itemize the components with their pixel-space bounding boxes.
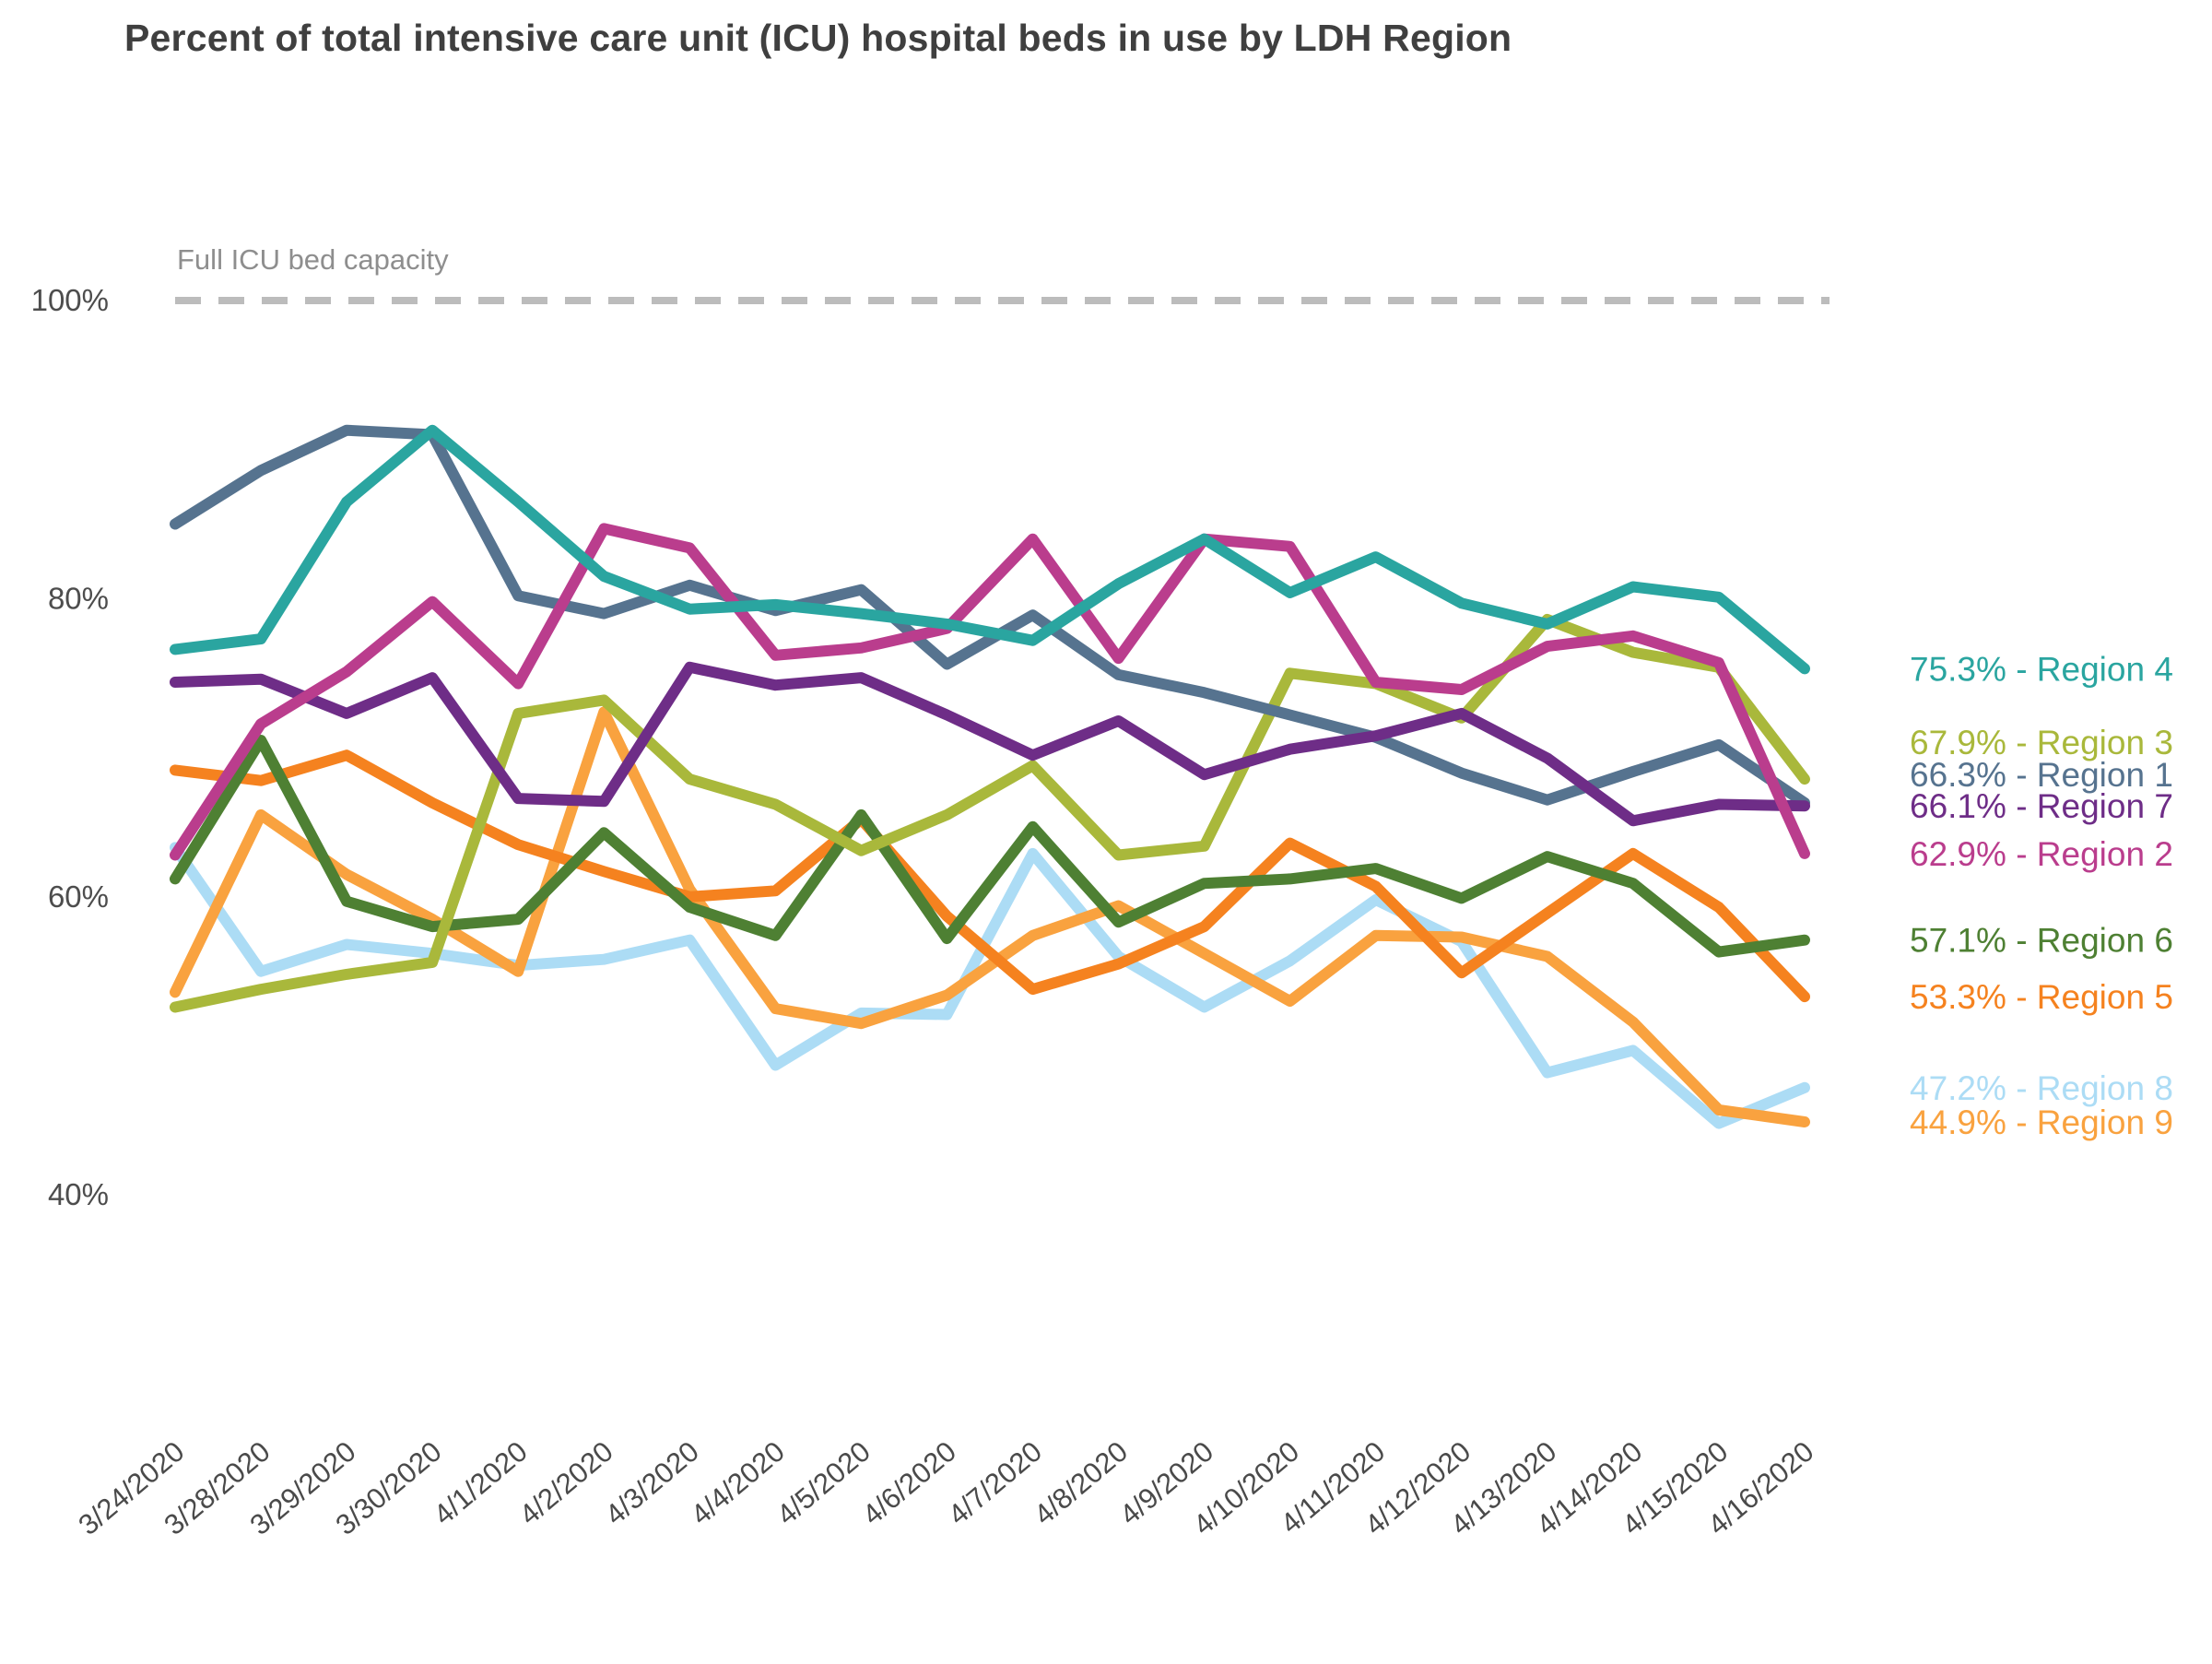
legend-region-5[interactable]: 53.3% - Region 5 [1910,978,2173,1016]
legend-region-1[interactable]: 66.3% - Region 1 [1910,756,2173,794]
legend-region-9[interactable]: 44.9% - Region 9 [1910,1103,2173,1141]
line-region-1[interactable] [170,424,1810,808]
y-tick-label: 40% [48,1177,109,1211]
legend-region-6[interactable]: 57.1% - Region 6 [1910,922,2173,960]
x-tick-label: 4/2/2020 [513,1435,619,1531]
legend-region-7[interactable]: 66.1% - Region 7 [1910,787,2173,825]
legend-region-8[interactable]: 47.2% - Region 8 [1910,1069,2173,1107]
y-tick-label: 100% [31,283,109,317]
x-tick-label: 4/1/2020 [428,1435,534,1531]
legend-region-2[interactable]: 62.9% - Region 2 [1910,835,2173,873]
line-region-3[interactable] [170,614,1810,1013]
line-region-7[interactable] [170,661,1810,827]
legend-region-3[interactable]: 67.9% - Region 3 [1910,724,2173,761]
line-region-5[interactable] [170,749,1810,1003]
y-tick-label: 60% [48,879,109,914]
line-region-4[interactable] [170,424,1810,675]
x-tick-label: 4/7/2020 [942,1435,1048,1531]
legend-region-4[interactable]: 75.3% - Region 4 [1910,650,2173,688]
x-tick-label: 4/5/2020 [771,1435,877,1531]
line-region-8[interactable] [170,842,1810,1129]
chart-title: Percent of total intensive care unit (IC… [124,17,1512,59]
x-tick-label: 4/3/2020 [599,1435,705,1531]
x-tick-label: 4/6/2020 [856,1435,962,1531]
y-tick-label: 80% [48,581,109,615]
capacity-label: Full ICU bed capacity [177,243,449,276]
line-region-2[interactable] [170,523,1810,861]
x-tick-label: 4/8/2020 [1028,1435,1134,1531]
x-tick-label: 4/4/2020 [685,1435,791,1531]
